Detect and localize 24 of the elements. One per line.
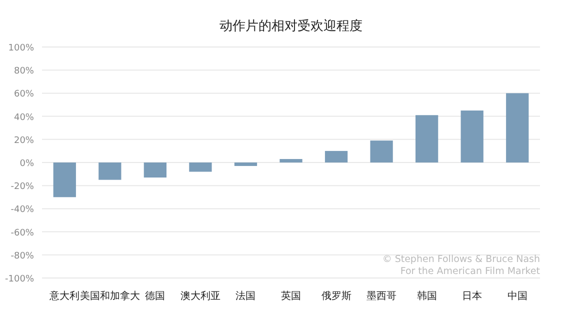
y-tick-label: 60%	[14, 90, 34, 100]
y-tick-label: 40%	[14, 112, 34, 123]
x-tick-label: 韩国	[416, 290, 437, 302]
y-tick-label: 0%	[20, 159, 34, 169]
x-tick-label: 日本	[462, 290, 482, 302]
y-tick-label: -80%	[10, 251, 34, 262]
y-tick-label: -40%	[10, 205, 34, 216]
y-tick-label: 20%	[14, 136, 34, 146]
y-tick-label: -60%	[10, 228, 34, 238]
y-tick-label: -100%	[5, 274, 34, 284]
y-tick-label: -20%	[10, 182, 34, 192]
y-tick-label: 100%	[8, 44, 34, 54]
annotation: © Stephen Follows & Bruce Nash For the American Film Market	[382, 254, 540, 277]
y-tick-label: 80%	[14, 66, 34, 77]
x-tick-label: 中国	[507, 290, 528, 302]
x-tick-label: 澳大利亚	[180, 290, 220, 302]
x-tick-label: 美国和加拿大	[80, 290, 140, 302]
chart-title: 动作片的相对受欢迎程度	[220, 18, 362, 34]
x-tick-label: 意大利	[48, 290, 80, 302]
x-tick-label: 英国	[281, 290, 301, 302]
x-tick-label: 德国	[145, 291, 166, 302]
x-tick-label: 法国	[236, 290, 256, 302]
x-tick-label: 俄罗斯	[321, 290, 352, 302]
x-tick-label: 墨西哥	[366, 291, 397, 302]
